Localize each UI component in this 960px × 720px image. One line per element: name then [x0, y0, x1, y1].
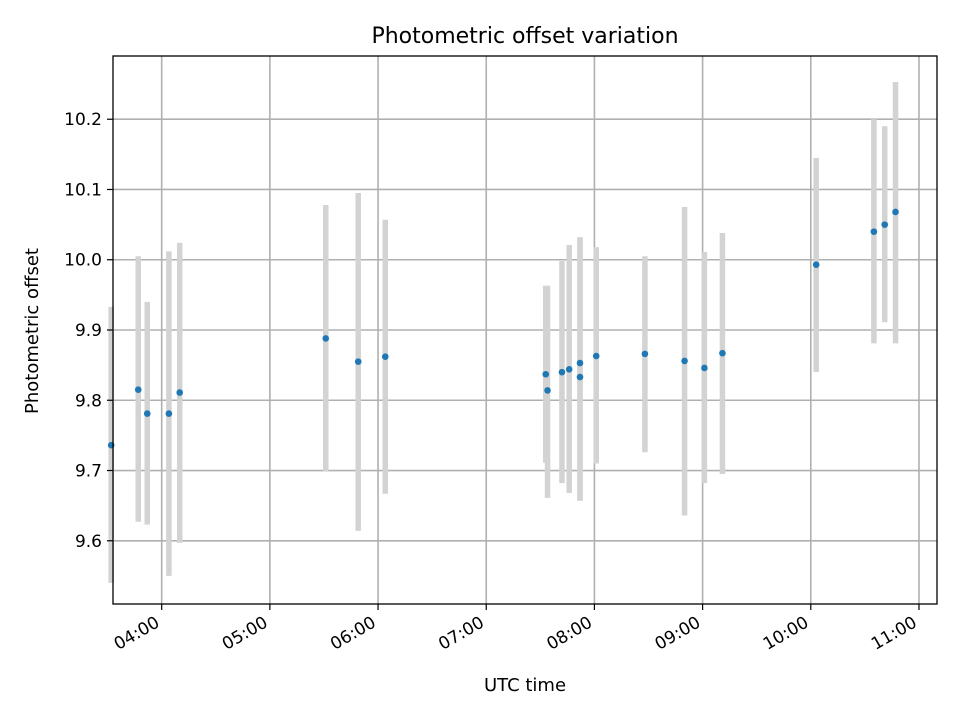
data-points: [107, 208, 899, 449]
y-tick-label: 9.8: [75, 391, 102, 411]
data-point: [681, 357, 688, 365]
data-point: [558, 368, 566, 376]
grid: [113, 56, 937, 604]
data-point: [576, 359, 584, 367]
y-tick-label: 10.2: [64, 110, 102, 130]
data-point: [381, 353, 389, 360]
x-tick-label: 04:00: [111, 613, 163, 655]
data-point: [165, 410, 173, 417]
data-point: [565, 366, 573, 373]
data-point: [176, 389, 184, 396]
data-point: [870, 228, 878, 235]
data-point: [542, 370, 550, 378]
data-point: [322, 335, 330, 342]
y-tick-label: 10.1: [64, 180, 102, 200]
data-point: [544, 387, 551, 394]
data-point: [576, 373, 584, 381]
x-tick-label: 09:00: [652, 613, 704, 655]
data-point: [719, 349, 726, 357]
x-tick-label: 11:00: [868, 613, 920, 655]
y-tick-label: 9.9: [75, 321, 102, 341]
data-point: [881, 221, 889, 228]
data-point: [354, 358, 362, 365]
y-tick-label: 9.6: [75, 532, 102, 552]
data-point: [143, 410, 151, 417]
x-axis-label: UTC time: [484, 675, 566, 696]
x-tick-label: 10:00: [760, 613, 812, 655]
data-point: [812, 261, 820, 268]
data-point: [701, 364, 708, 372]
x-tick-label: 05:00: [219, 613, 271, 655]
y-axis-ticks: 9.6 9.7 9.8 9.9 10.0 10.1 10.2: [64, 110, 113, 552]
data-point: [641, 350, 649, 358]
y-tick-label: 9.7: [75, 462, 102, 482]
data-point: [592, 352, 600, 360]
x-axis-ticks: 04:00 05:00 06:00 07:00 08:00 09:00 10:00 11:00: [111, 604, 920, 655]
data-point: [134, 386, 142, 394]
x-tick-label: 06:00: [327, 613, 379, 655]
y-tick-label: 10.0: [64, 251, 102, 271]
x-tick-label: 07:00: [435, 613, 487, 655]
error-bars: [108, 81, 899, 583]
data-point: [892, 208, 899, 216]
y-axis-label: Photometric offset: [22, 248, 43, 414]
chart-title: Photometric offset variation: [371, 24, 678, 49]
x-tick-label: 08:00: [543, 613, 595, 655]
